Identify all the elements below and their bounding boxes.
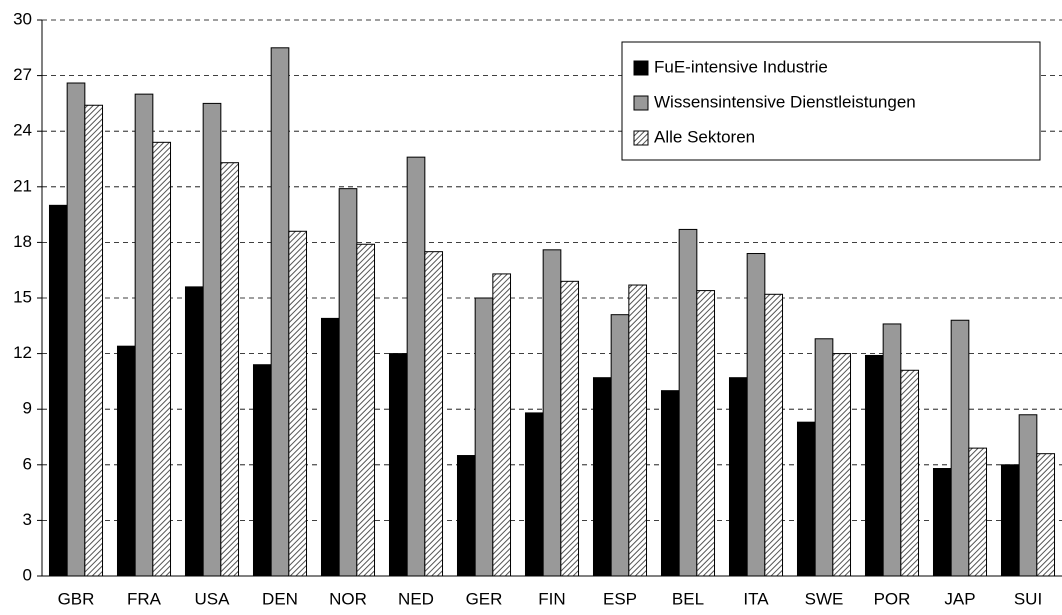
bar	[288, 230, 308, 577]
bar	[950, 319, 970, 577]
y-tick-label: 21	[13, 176, 32, 195]
x-tick-label: POR	[874, 589, 911, 608]
x-tick-label: GER	[466, 589, 503, 608]
y-tick-label: 24	[13, 121, 32, 140]
x-tick-label: FIN	[538, 589, 565, 608]
bar	[356, 243, 376, 577]
x-tick-label: GBR	[58, 589, 95, 608]
x-tick-label: BEL	[672, 589, 704, 608]
y-tick-label: 15	[13, 287, 32, 306]
bar	[628, 284, 648, 577]
bar	[932, 468, 952, 577]
bar	[220, 162, 240, 577]
y-tick-label: 6	[23, 454, 32, 473]
bar	[474, 297, 494, 577]
bar	[406, 156, 426, 577]
bar	[542, 249, 562, 577]
bar	[252, 364, 272, 577]
x-tick-label: NED	[398, 589, 434, 608]
bar	[832, 353, 852, 577]
y-tick-label: 12	[13, 343, 32, 362]
bar	[456, 455, 476, 577]
bar	[728, 377, 748, 577]
bar	[152, 141, 172, 577]
y-tick-label: 18	[13, 232, 32, 251]
bar	[796, 421, 816, 577]
x-tick-label: NOR	[329, 589, 367, 608]
bar	[116, 345, 136, 577]
bar	[864, 354, 884, 577]
bar	[524, 412, 544, 577]
bar	[814, 338, 834, 577]
legend-box	[621, 41, 1041, 161]
legend-swatch	[633, 60, 649, 76]
legend-swatch	[633, 95, 649, 111]
bar	[1000, 464, 1020, 577]
bar	[660, 390, 680, 577]
legend-swatch	[633, 130, 649, 146]
y-tick-label: 30	[13, 9, 32, 28]
legend-label: Alle Sektoren	[654, 127, 755, 146]
x-tick-label: SUI	[1014, 589, 1042, 608]
bar	[764, 293, 784, 577]
bar	[66, 82, 86, 577]
bar	[270, 47, 290, 577]
bar	[592, 377, 612, 577]
y-tick-label: 0	[23, 565, 32, 584]
x-tick-label: USA	[195, 589, 231, 608]
y-tick-label: 9	[23, 399, 32, 418]
bar	[968, 447, 988, 577]
bar	[746, 253, 766, 577]
bar	[678, 228, 698, 577]
x-tick-label: ESP	[603, 589, 637, 608]
bar	[338, 188, 358, 577]
bar	[1018, 414, 1038, 577]
legend-label: Wissensintensive Dienstleistungen	[654, 92, 916, 111]
bar	[696, 290, 716, 577]
x-tick-label: ITA	[743, 589, 769, 608]
bar	[184, 286, 204, 577]
bar	[424, 251, 444, 577]
bar	[560, 280, 580, 577]
legend-label: FuE-intensive Industrie	[654, 57, 828, 76]
bar	[320, 317, 340, 577]
x-tick-label: FRA	[127, 589, 162, 608]
bar	[84, 104, 104, 577]
y-tick-label: 27	[13, 65, 32, 84]
bar	[202, 102, 222, 577]
x-tick-label: SWE	[805, 589, 844, 608]
x-tick-label: JAP	[944, 589, 975, 608]
bar	[134, 93, 154, 577]
bar	[900, 369, 920, 577]
bar	[48, 204, 68, 577]
bar	[388, 353, 408, 577]
bar	[492, 273, 512, 577]
bar	[1036, 453, 1056, 577]
x-tick-label: DEN	[262, 589, 298, 608]
y-tick-label: 3	[23, 510, 32, 529]
bar	[882, 323, 902, 577]
bar	[610, 314, 630, 577]
